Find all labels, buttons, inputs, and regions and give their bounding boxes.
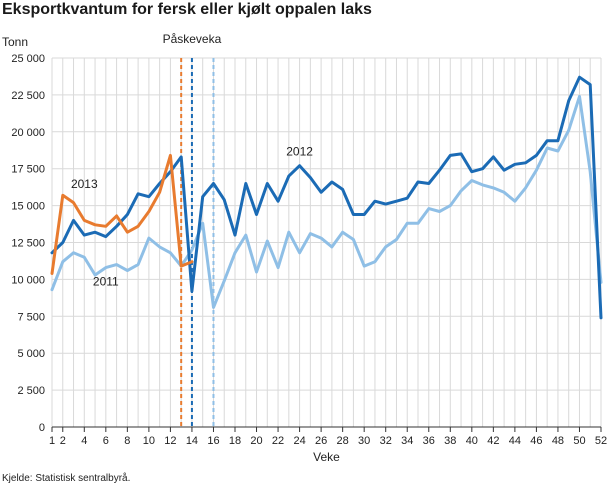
x-tick-label: 1 xyxy=(49,435,55,447)
x-tick-label: 4 xyxy=(81,435,87,447)
y-tick-label: 10 000 xyxy=(11,274,45,286)
y-tick-label: 15 000 xyxy=(11,201,45,213)
x-tick-label: 44 xyxy=(509,435,521,447)
x-tick-label: 18 xyxy=(229,435,241,447)
x-tick-label: 14 xyxy=(186,435,198,447)
chart-source: Kjelde: Statistisk sentralbyrå. xyxy=(2,473,131,484)
y-axis-title: Tonn xyxy=(2,35,28,49)
x-tick-label: 10 xyxy=(143,435,155,447)
x-tick-label: 26 xyxy=(315,435,327,447)
x-tick-label: 38 xyxy=(444,435,456,447)
x-axis-title: Veke xyxy=(313,450,340,464)
x-tick-label: 34 xyxy=(401,435,413,447)
x-tick-label: 16 xyxy=(207,435,219,447)
y-tick-label: 12 500 xyxy=(11,238,45,250)
x-tick-label: 8 xyxy=(124,435,130,447)
x-tick-label: 12 xyxy=(164,435,176,447)
x-tick-label: 20 xyxy=(250,435,262,447)
x-tick-label: 32 xyxy=(380,435,392,447)
x-tick-label: 22 xyxy=(272,435,284,447)
x-tick-label: 40 xyxy=(466,435,478,447)
y-tick-label: 7 500 xyxy=(17,311,45,323)
y-tick-label: 5 000 xyxy=(17,348,45,360)
y-tick-label: 25 000 xyxy=(11,53,45,65)
annotation-label: 2011 xyxy=(93,274,119,288)
x-tick-label: 2 xyxy=(60,435,66,447)
x-tick-label: 52 xyxy=(595,435,607,447)
x-tick-label: 30 xyxy=(358,435,370,447)
x-tick-label: 6 xyxy=(103,435,109,447)
y-tick-label: 22 500 xyxy=(11,90,45,102)
y-tick-label: 2 500 xyxy=(17,385,45,397)
y-tick-label: 20 000 xyxy=(11,127,45,139)
annotation-label: Påskeveka xyxy=(163,32,222,46)
annotation-label: 2012 xyxy=(286,144,313,158)
annotation-label: 2013 xyxy=(71,177,98,191)
x-tick-label: 46 xyxy=(530,435,542,447)
series-line-2011 xyxy=(50,94,603,309)
y-tick-label: 17 500 xyxy=(11,164,45,176)
chart-title: Eksportkvantum for fersk eller kjølt opp… xyxy=(2,1,372,18)
x-tick-label: 42 xyxy=(487,435,499,447)
series-line-2012 xyxy=(50,75,603,320)
x-tick-label: 28 xyxy=(337,435,349,447)
series-line-2013 xyxy=(50,153,194,275)
x-tick-label: 24 xyxy=(293,435,305,447)
x-tick-label: 36 xyxy=(423,435,435,447)
y-tick-label: 0 xyxy=(39,422,45,434)
x-tick-label: 48 xyxy=(552,435,564,447)
x-tick-label: 50 xyxy=(573,435,585,447)
